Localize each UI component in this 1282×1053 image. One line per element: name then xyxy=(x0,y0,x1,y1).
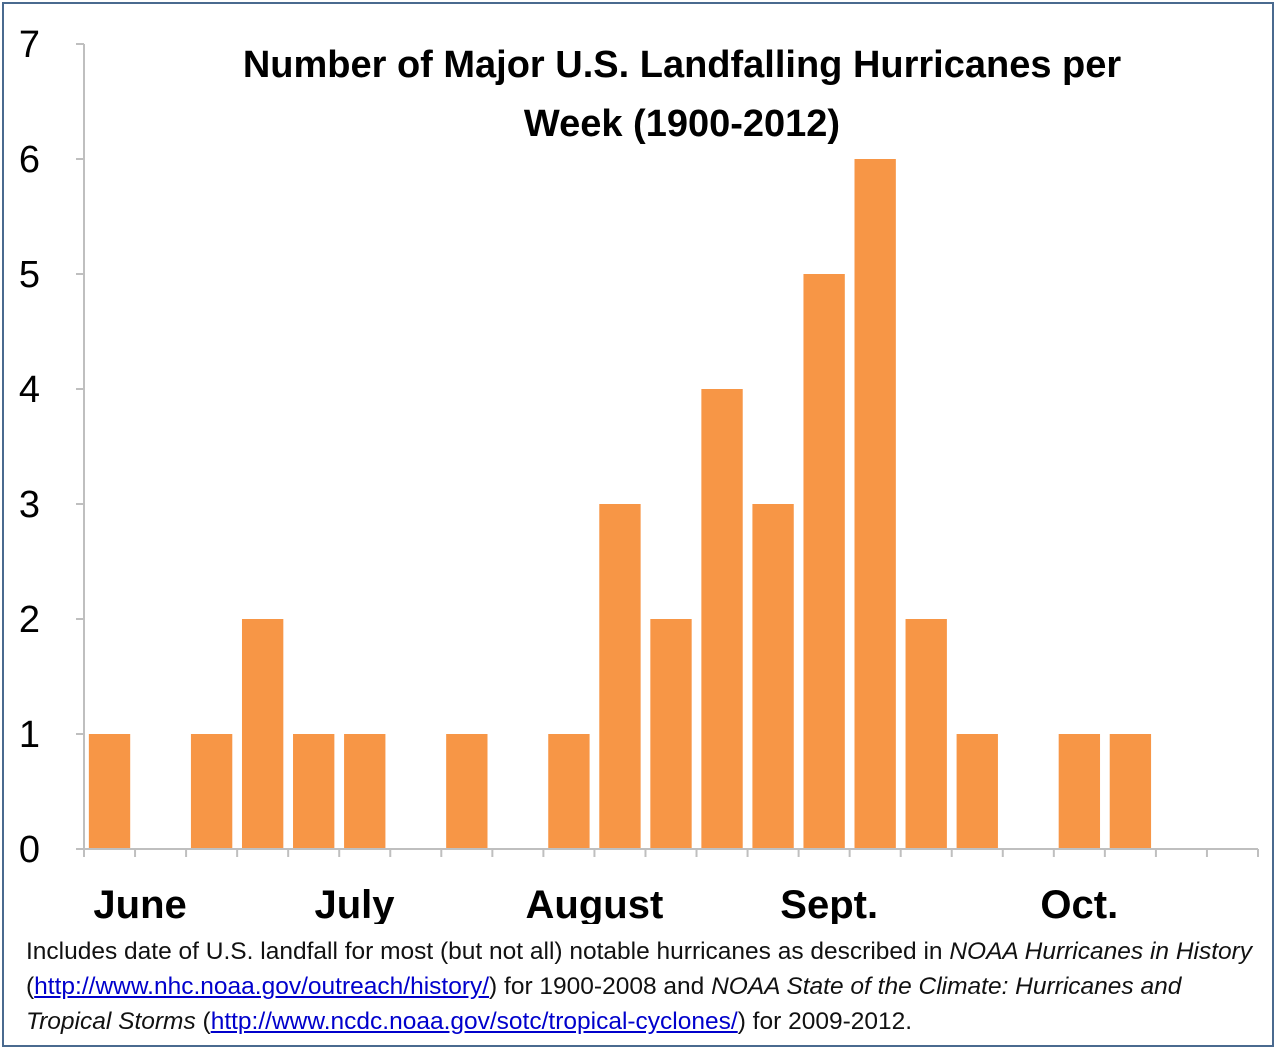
bar-week-8 xyxy=(446,734,488,849)
bar-week-10 xyxy=(548,734,590,849)
y-tick-label-7: 7 xyxy=(19,24,40,66)
footnote-text-1: Includes date of U.S. landfall for most … xyxy=(26,938,950,965)
y-tick-label-6: 6 xyxy=(19,139,40,181)
chart-title-line-1: Number of Major U.S. Landfalling Hurrica… xyxy=(243,44,1122,86)
bar-week-3 xyxy=(190,734,233,849)
chart-title-line-2: Week (1900-2012) xyxy=(524,103,840,145)
footnote-paren-2: ( xyxy=(195,1008,211,1035)
bars xyxy=(88,159,1152,849)
bar-week-14 xyxy=(752,504,794,849)
month-label-sept: Sept. xyxy=(780,883,878,924)
bar-week-4 xyxy=(241,619,284,849)
bar-week-20 xyxy=(1058,734,1101,849)
bar-week-13 xyxy=(701,389,743,849)
bar-week-21 xyxy=(1109,734,1152,849)
footnote-text-2: ) for 1900-2008 and xyxy=(489,973,712,1000)
axes xyxy=(76,43,1259,857)
bar-week-1 xyxy=(88,734,131,849)
y-axis-tick-labels: 0 1 2 3 4 5 6 7 xyxy=(19,24,40,871)
chart-title: Number of Major U.S. Landfalling Hurrica… xyxy=(243,44,1122,145)
footnote-paren-1: ( xyxy=(26,973,35,1000)
month-labels: June July August Sept. Oct. xyxy=(93,883,1118,924)
y-tick-label-5: 5 xyxy=(19,254,40,296)
bar-week-5 xyxy=(293,734,335,849)
footnote: Includes date of U.S. landfall for most … xyxy=(26,934,1256,1039)
y-tick-label-2: 2 xyxy=(19,599,40,641)
month-label-june: June xyxy=(93,883,186,924)
bar-week-15 xyxy=(803,274,845,849)
footnote-source-1-title: NOAA Hurricanes in History xyxy=(949,938,1253,965)
footnote-source-2-title: NOAA State of the Climate: Hurricanes an… xyxy=(26,973,1182,1035)
footnote-text-3: ) for 2009-2012. xyxy=(737,1008,913,1035)
month-label-july: July xyxy=(314,883,395,924)
y-tick-label-4: 4 xyxy=(19,369,40,411)
month-label-august: August xyxy=(526,883,664,924)
month-label-oct: Oct. xyxy=(1040,883,1118,924)
bar-week-18 xyxy=(956,734,998,849)
bar-week-12 xyxy=(650,619,692,849)
y-tick-label-3: 3 xyxy=(19,484,40,526)
bar-week-6 xyxy=(344,734,386,849)
bar-week-17 xyxy=(905,619,947,849)
footnote-link-nhc[interactable]: http://www.nhc.noaa.gov/outreach/history… xyxy=(34,973,490,1000)
bar-chart: Number of Major U.S. Landfalling Hurrica… xyxy=(19,24,1259,924)
footnote-link-ncdc[interactable]: http://www.ncdc.noaa.gov/sotc/tropical-c… xyxy=(210,1008,738,1035)
bar-week-16 xyxy=(854,159,896,849)
y-tick-label-1: 1 xyxy=(19,714,40,756)
bar-week-11 xyxy=(599,504,641,849)
y-tick-label-0: 0 xyxy=(19,829,40,871)
